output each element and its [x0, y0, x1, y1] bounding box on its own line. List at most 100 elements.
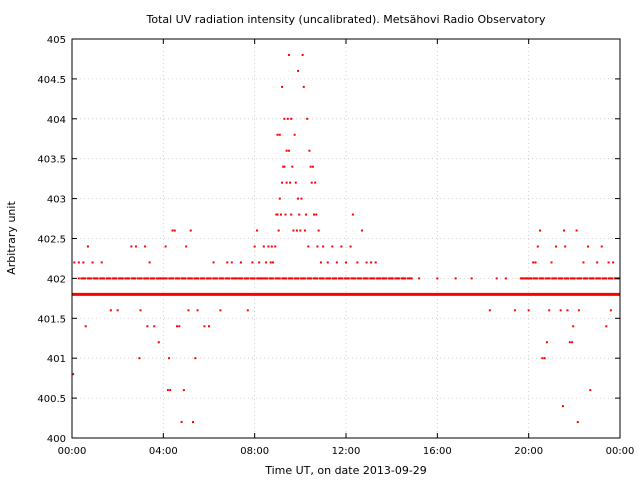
- data-point: [547, 277, 550, 280]
- data-point: [309, 165, 312, 168]
- data-point: [541, 277, 544, 280]
- data-point: [200, 277, 203, 280]
- data-point: [402, 277, 405, 280]
- data-point: [306, 117, 309, 120]
- data-point: [157, 341, 160, 344]
- data-point: [125, 277, 128, 280]
- data-point: [121, 277, 124, 280]
- data-point: [91, 261, 94, 264]
- data-point: [587, 245, 590, 248]
- data-point: [351, 277, 354, 280]
- data-point: [73, 261, 76, 264]
- data-point: [290, 277, 293, 280]
- data-point: [183, 277, 186, 280]
- data-point: [287, 149, 290, 152]
- data-point: [239, 277, 242, 280]
- data-point: [379, 277, 382, 280]
- data-point: [102, 277, 105, 280]
- data-point: [275, 277, 278, 280]
- data-point: [544, 277, 547, 280]
- data-point: [174, 277, 177, 280]
- data-point: [305, 213, 308, 216]
- data-point: [571, 277, 574, 280]
- data-point: [406, 277, 409, 280]
- data-point: [550, 261, 553, 264]
- data-point: [297, 277, 300, 280]
- data-point: [296, 277, 299, 280]
- data-point: [558, 277, 561, 280]
- data-point: [258, 277, 261, 280]
- data-point: [143, 277, 146, 280]
- data-point: [321, 277, 324, 280]
- data-point: [168, 357, 171, 360]
- data-point: [172, 277, 175, 280]
- data-point: [267, 245, 270, 248]
- data-point: [276, 277, 279, 280]
- data-point: [164, 277, 167, 280]
- data-point: [119, 277, 122, 280]
- data-point: [290, 117, 293, 120]
- data-point: [596, 277, 599, 280]
- data-point: [109, 309, 112, 312]
- data-point: [341, 277, 344, 280]
- data-point: [84, 277, 87, 280]
- data-point: [605, 277, 608, 280]
- data-point: [161, 277, 164, 280]
- data-point: [281, 85, 284, 88]
- data-point: [302, 277, 305, 280]
- y-tick-label: 403: [47, 195, 66, 206]
- data-point: [199, 277, 202, 280]
- data-point: [331, 277, 334, 280]
- plot-frame: [71, 38, 621, 439]
- data-point: [533, 277, 536, 280]
- data-point: [301, 277, 304, 280]
- data-point: [381, 277, 384, 280]
- data-point: [295, 229, 298, 232]
- data-point: [534, 261, 537, 264]
- data-point: [118, 277, 121, 280]
- data-point: [99, 277, 102, 280]
- data-point: [178, 325, 181, 328]
- data-point: [146, 277, 149, 280]
- data-point: [325, 277, 328, 280]
- data-point: [262, 245, 265, 248]
- data-point: [529, 277, 532, 280]
- data-point: [285, 149, 288, 152]
- data-point: [546, 277, 549, 280]
- data-point: [583, 277, 586, 280]
- data-point: [155, 277, 158, 280]
- data-point: [340, 277, 343, 280]
- data-point: [89, 277, 92, 280]
- data-point: [287, 53, 290, 56]
- data-point: [609, 309, 612, 312]
- data-point: [326, 277, 329, 280]
- data-point: [351, 213, 354, 216]
- data-point: [349, 245, 352, 248]
- data-point: [418, 277, 421, 280]
- data-point: [275, 213, 278, 216]
- data-point: [277, 229, 280, 232]
- data-point: [287, 277, 290, 280]
- data-point: [194, 277, 197, 280]
- y-axis-label: Arbitrary unit: [5, 201, 18, 275]
- data-point: [600, 245, 603, 248]
- data-point: [553, 277, 556, 280]
- data-point: [271, 261, 274, 264]
- data-point: [383, 277, 386, 280]
- x-tick-label: 00:00: [606, 446, 635, 457]
- data-point: [131, 277, 134, 280]
- data-point: [385, 277, 388, 280]
- data-point: [346, 277, 349, 280]
- data-points: [72, 53, 620, 424]
- data-point: [253, 277, 256, 280]
- data-point: [188, 277, 191, 280]
- data-point: [359, 277, 362, 280]
- data-point: [298, 213, 301, 216]
- data-point: [212, 277, 215, 280]
- data-point: [364, 277, 367, 280]
- data-point: [258, 261, 261, 264]
- data-point: [253, 245, 256, 248]
- data-point: [289, 181, 292, 184]
- x-axis: 00:00 04:00 08:00 12:00 16:00 20:00 00:00: [58, 39, 635, 457]
- y-tick-label: 401.5: [37, 314, 66, 325]
